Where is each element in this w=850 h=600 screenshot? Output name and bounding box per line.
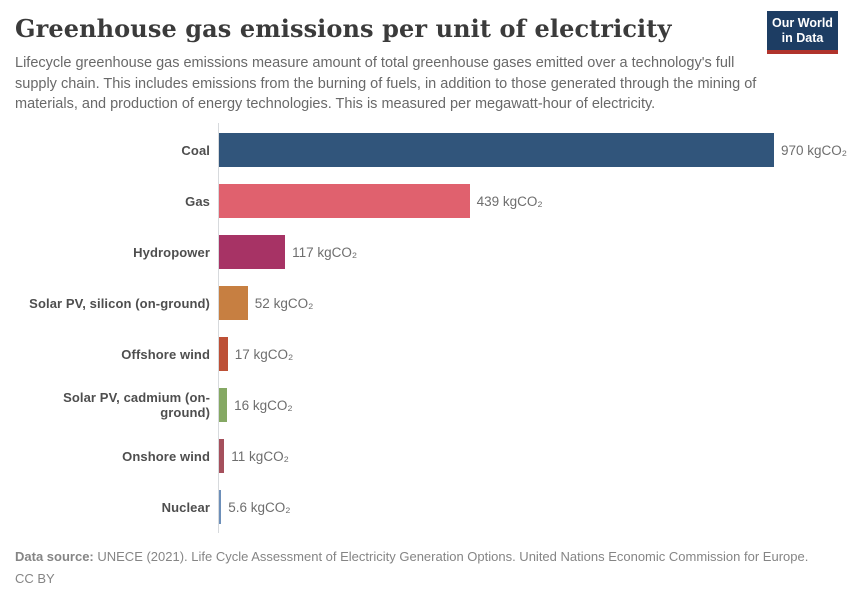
chart-row: Nuclear 5.6 kgCO₂ — [15, 482, 835, 533]
bar-zone: 117 kgCO₂ — [218, 235, 835, 269]
chart-row: Coal 970 kgCO₂ — [15, 125, 847, 176]
value-label: 5.6 kgCO₂ — [228, 499, 291, 515]
chart-row: Offshore wind 17 kgCO₂ — [15, 329, 835, 380]
bar-chart: Coal 970 kgCO₂ Gas 439 kgCO₂ Hydropower … — [15, 122, 847, 533]
chart-row: Gas 439 kgCO₂ — [15, 176, 835, 227]
bar[interactable] — [218, 184, 470, 218]
category-label: Solar PV, cadmium (on-ground) — [63, 390, 210, 420]
category-label: Offshore wind — [121, 346, 210, 362]
data-source-label: Data source: — [15, 548, 94, 564]
category-label: Onshore wind — [122, 448, 210, 464]
bar[interactable] — [218, 133, 774, 167]
value-label: 11 kgCO₂ — [231, 448, 289, 464]
owid-logo-line1: Our World — [772, 16, 833, 30]
category-label: Solar PV, silicon (on-ground) — [29, 295, 210, 311]
y-axis-line — [218, 122, 219, 533]
bar[interactable] — [218, 439, 225, 473]
category-label: Gas — [185, 193, 210, 209]
chart-row: Solar PV, silicon (on-ground) 52 kgCO₂ — [15, 278, 835, 329]
value-label: 439 kgCO₂ — [476, 193, 543, 209]
bar[interactable] — [218, 490, 222, 524]
bar[interactable] — [218, 235, 286, 269]
value-label: 117 kgCO₂ — [292, 244, 358, 260]
chart-row: Onshore wind 11 kgCO₂ — [15, 431, 835, 482]
owid-logo-line2: in Data — [781, 31, 824, 45]
bar[interactable] — [218, 286, 248, 320]
bar-zone: 17 kgCO₂ — [218, 337, 835, 371]
value-label: 17 kgCO₂ — [234, 346, 294, 362]
chart-row: Solar PV, cadmium (on-ground) 16 kgCO₂ — [15, 380, 835, 431]
bar-zone: 5.6 kgCO₂ — [218, 490, 835, 524]
bar-zone: 970 kgCO₂ — [218, 133, 847, 167]
value-label: 970 kgCO₂ — [781, 142, 848, 158]
chart-row: Hydropower 117 kgCO₂ — [15, 227, 835, 278]
bar[interactable] — [218, 388, 228, 422]
category-label: Hydropower — [133, 244, 210, 260]
owid-logo[interactable]: Our World in Data — [767, 11, 838, 54]
bar-zone: 52 kgCO₂ — [218, 286, 835, 320]
value-label: 16 kgCO₂ — [234, 397, 293, 413]
bar-zone: 16 kgCO₂ — [218, 388, 835, 422]
bar-zone: 11 kgCO₂ — [218, 439, 835, 473]
bar-zone: 439 kgCO₂ — [218, 184, 835, 218]
chart-subtitle: Lifecycle greenhouse gas emissions measu… — [15, 55, 757, 112]
chart-title: Greenhouse gas emissions per unit of ele… — [15, 14, 672, 43]
bar[interactable] — [218, 337, 228, 371]
value-label: 52 kgCO₂ — [254, 295, 314, 311]
license-label: CC BY — [15, 570, 55, 586]
category-label: Nuclear — [161, 499, 210, 515]
data-source-text: UNECE (2021). Life Cycle Assessment of E… — [93, 548, 809, 564]
data-source-line: Data source: UNECE (2021). Life Cycle As… — [15, 548, 835, 565]
category-label: Coal — [181, 142, 210, 158]
chart-footer: Data source: UNECE (2021). Life Cycle As… — [15, 548, 835, 587]
